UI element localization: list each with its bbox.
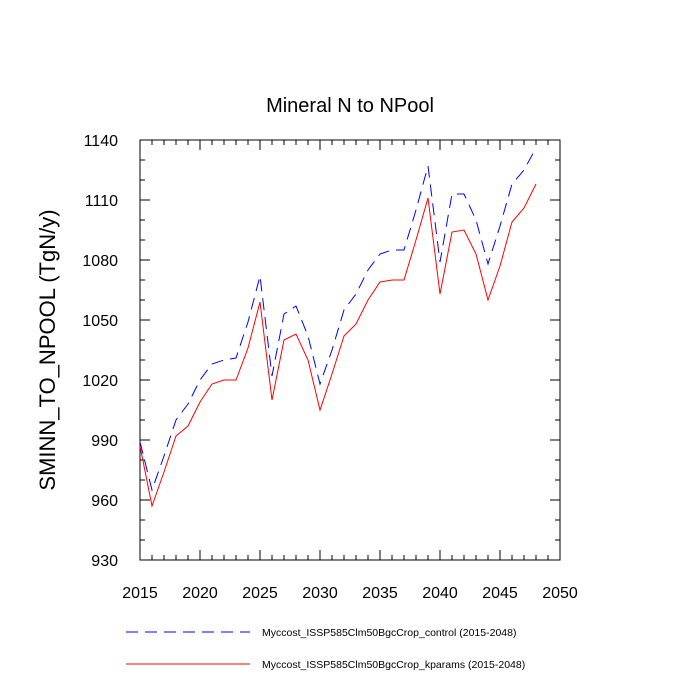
y-tick-label: 1140 <box>84 133 119 150</box>
y-tick-label: 1110 <box>85 193 118 210</box>
tick-labels: 2015 2020 2025 2030 2035 2040 2045 2050 930 960 99… <box>82 133 577 602</box>
y-tick-label: 930 <box>91 553 118 570</box>
x-tick-label: 2050 <box>542 585 578 602</box>
chart-title: Mineral N to NPool <box>266 95 434 117</box>
x-tick-label: 2025 <box>242 585 278 602</box>
axis-ticks <box>139 139 561 561</box>
x-tick-label: 2045 <box>482 585 518 602</box>
y-axis-label: SMINN_TO_NPOOL (TgN/y) <box>35 209 60 490</box>
y-tick-label: 1080 <box>82 253 118 270</box>
y-tick-label: 1020 <box>82 373 118 390</box>
series-lines <box>139 147 537 508</box>
series-line-1 <box>139 147 537 492</box>
x-tick-label: 2020 <box>182 585 218 602</box>
series-line-2 <box>139 183 537 508</box>
x-tick-label: 2040 <box>422 585 458 602</box>
y-tick-label: 960 <box>91 493 118 510</box>
y-tick-label: 1050 <box>82 313 118 330</box>
y-tick-label: 990 <box>91 433 118 450</box>
legend: Myccost_ISSP585Clm50BgcCrop_control (201… <box>126 627 525 671</box>
plot-frame <box>139 139 561 561</box>
x-tick-label: 2015 <box>122 585 158 602</box>
x-tick-label: 2035 <box>362 585 398 602</box>
legend-label-2: Myccost_ISSP585Clm50BgcCrop_kparams (201… <box>262 659 525 671</box>
legend-label-1: Myccost_ISSP585Clm50BgcCrop_control (201… <box>262 627 516 639</box>
x-tick-label: 2030 <box>302 585 338 602</box>
